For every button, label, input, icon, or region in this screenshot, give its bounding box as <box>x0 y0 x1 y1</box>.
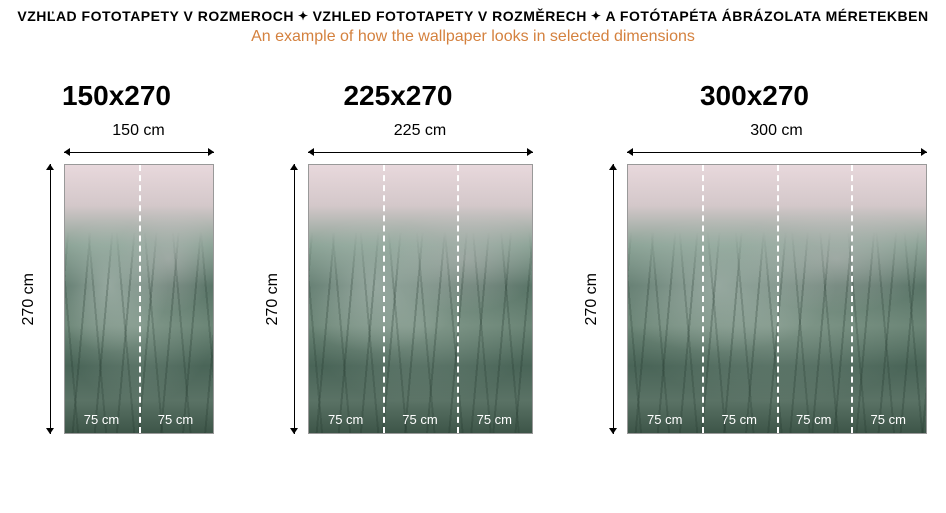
diagram-row: 270 cm 75 cm 75 cm 75 cm 75 cm <box>583 164 927 434</box>
sparkle-icon: ✦ <box>298 9 309 23</box>
strip-divider <box>457 165 459 433</box>
header: VZHĽAD FOTOTAPETY V ROZMEROCH ✦ VZHLED F… <box>0 0 946 50</box>
size-panel: 150x270 150 cm 270 cm 75 cm 75 cm <box>20 80 214 434</box>
subtitle: An example of how the wallpaper looks in… <box>0 28 946 46</box>
strip-width-label: 75 cm <box>402 412 437 427</box>
strip-divider <box>702 165 704 433</box>
panels-container: 150x270 150 cm 270 cm 75 cm 75 cm 225x270 225 … <box>0 80 946 434</box>
header-text-hu: A FOTÓTAPÉTA ÁBRÁZOLATA MÉRETEKBEN <box>605 8 928 24</box>
height-label: 270 cm <box>20 273 38 325</box>
width-label: 150 cm <box>64 122 214 140</box>
height-section: 270 cm <box>264 164 300 434</box>
diagram-row: 270 cm 75 cm 75 cm <box>20 164 214 434</box>
width-label: 300 cm <box>627 122 927 140</box>
sparkle-icon: ✦ <box>591 9 602 23</box>
panel-title: 300x270 <box>700 80 809 112</box>
strip-width-label: 75 cm <box>871 412 906 427</box>
panel-title: 225x270 <box>343 80 452 112</box>
strip-width-label: 75 cm <box>158 412 193 427</box>
height-arrow <box>288 164 300 434</box>
width-arrow <box>64 146 214 158</box>
width-label: 225 cm <box>308 122 533 140</box>
height-section: 270 cm <box>20 164 56 434</box>
wallpaper-preview: 75 cm 75 cm 75 cm <box>308 164 533 434</box>
wallpaper-preview: 75 cm 75 cm <box>64 164 214 434</box>
panel-title: 150x270 <box>62 80 171 112</box>
diagram-row: 270 cm 75 cm 75 cm 75 cm <box>264 164 533 434</box>
size-panel: 300x270 300 cm 270 cm 75 cm 75 cm 75 cm 75 cm <box>583 80 927 434</box>
width-arrow <box>627 146 927 158</box>
strip-width-label: 75 cm <box>84 412 119 427</box>
strip-divider <box>383 165 385 433</box>
strip-width-label: 75 cm <box>647 412 682 427</box>
size-panel: 225x270 225 cm 270 cm 75 cm 75 cm 75 cm <box>264 80 533 434</box>
height-arrow <box>607 164 619 434</box>
strip-width-label: 75 cm <box>722 412 757 427</box>
width-arrow <box>308 146 533 158</box>
strip-width-label: 75 cm <box>477 412 512 427</box>
strip-width-label: 75 cm <box>328 412 363 427</box>
height-label: 270 cm <box>583 273 601 325</box>
strip-width-label: 75 cm <box>796 412 831 427</box>
header-text-sk: VZHĽAD FOTOTAPETY V ROZMEROCH <box>17 8 294 24</box>
strip-divider <box>777 165 779 433</box>
header-text-cz: VZHLED FOTOTAPETY V ROZMĚRECH <box>313 8 587 24</box>
strip-divider <box>139 165 141 433</box>
height-label: 270 cm <box>264 273 282 325</box>
header-multilang-line: VZHĽAD FOTOTAPETY V ROZMEROCH ✦ VZHLED F… <box>0 8 946 24</box>
strip-divider <box>851 165 853 433</box>
height-section: 270 cm <box>583 164 619 434</box>
wallpaper-preview: 75 cm 75 cm 75 cm 75 cm <box>627 164 927 434</box>
height-arrow <box>44 164 56 434</box>
